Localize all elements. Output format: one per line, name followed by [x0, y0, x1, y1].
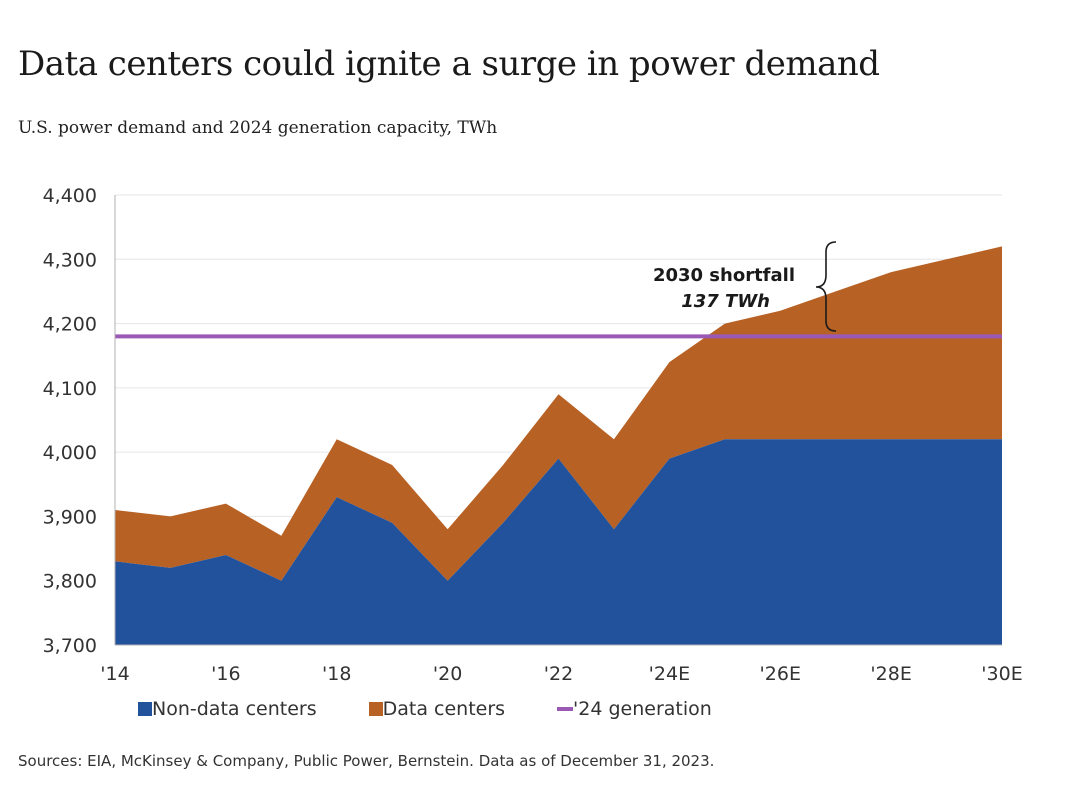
y-tick-label: 4,400 [43, 185, 97, 207]
stacked-areas [115, 246, 1002, 645]
x-tick-label: '26E [760, 663, 801, 685]
shortfall-annotation: 2030 shortfall 137 TWh [653, 241, 837, 332]
y-tick-label: 4,200 [43, 314, 97, 336]
x-tick-label: '18 [322, 663, 351, 685]
chart-title: Data centers could ignite a surge in pow… [18, 44, 880, 84]
legend: Non-data centers Data centers '24 genera… [138, 698, 764, 720]
legend-swatch-generation [557, 707, 574, 711]
shortfall-label: 2030 shortfall [653, 265, 795, 286]
y-tick-label: 3,700 [43, 635, 97, 657]
legend-item-non-data-centers: Non-data centers [138, 698, 317, 720]
axes [114, 195, 1002, 646]
y-tick-label: 4,000 [43, 442, 97, 464]
y-tick-label: 3,800 [43, 571, 97, 593]
x-tick-label: '30E [981, 663, 1022, 685]
x-tick-label: '22 [544, 663, 573, 685]
legend-label-non-data-centers: Non-data centers [152, 698, 317, 720]
y-tick-labels: 3,700 3,800 3,900 4,000 4,100 4,200 4,300 4,400 [43, 185, 97, 657]
y-tick-label: 4,300 [43, 249, 97, 271]
legend-label-generation: '24 generation [573, 698, 712, 720]
x-tick-label: '28E [870, 663, 911, 685]
legend-label-data-centers: Data centers [382, 698, 506, 720]
chart-subtitle: U.S. power demand and 2024 generation ca… [18, 118, 498, 138]
y-tick-label: 4,100 [43, 378, 97, 400]
source-note: Sources: EIA, McKinsey & Company, Public… [18, 752, 715, 770]
legend-swatch-data-centers [368, 702, 383, 716]
shortfall-brace [815, 241, 837, 332]
legend-item-data-centers: Data centers [368, 698, 506, 720]
x-tick-label: '24E [649, 663, 690, 685]
shortfall-value: 137 TWh [681, 291, 770, 312]
legend-item-generation: '24 generation [557, 698, 712, 720]
x-tick-label: '16 [211, 663, 240, 685]
legend-swatch-non-data-centers [138, 702, 152, 716]
y-tick-label: 3,900 [43, 506, 97, 528]
x-tick-label: '14 [100, 663, 129, 685]
x-tick-labels: '14 '16 '18 '20 '22 '24E '26E '28E '30E [100, 663, 1022, 685]
x-tick-label: '20 [433, 663, 462, 685]
area-non-data-centers [115, 439, 1002, 645]
